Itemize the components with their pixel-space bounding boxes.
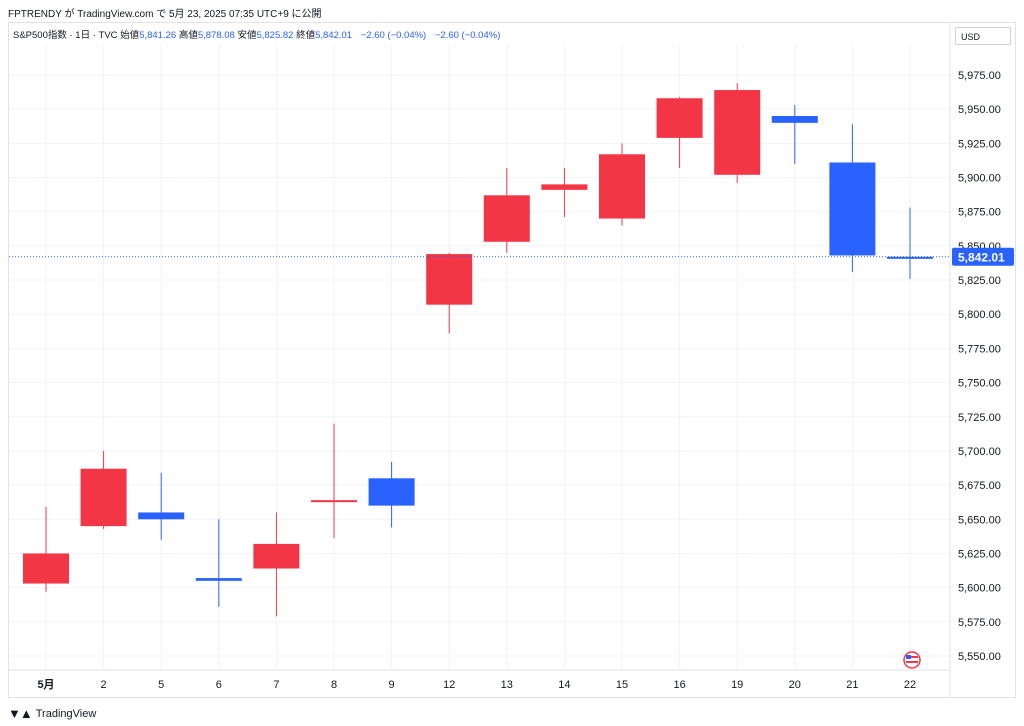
price-tick-label: 5,750.00 [958, 378, 1001, 390]
candle-body [541, 184, 588, 190]
tradingview-logo-icon: ▼▲ [8, 706, 33, 721]
publish-header: FPTRENDY が TradingView.com で 5月 23, 2025… [8, 9, 322, 20]
time-tick-label: 12 [443, 679, 455, 691]
time-tick-label: 2 [101, 679, 107, 691]
us-flag-icon [903, 651, 921, 669]
price-tick-label: 5,825.00 [958, 275, 1001, 287]
candle-body [368, 478, 415, 506]
time-tick-label: 8 [331, 679, 337, 691]
price-tick-label: 5,800.00 [958, 309, 1001, 321]
price-tick-label: 5,675.00 [958, 480, 1001, 492]
candle-body [771, 116, 818, 123]
time-tick-label: 5月 [37, 678, 54, 691]
time-tick-label: 16 [673, 679, 685, 691]
candle-body [138, 512, 185, 520]
candle[interactable] [483, 167, 530, 253]
change-value-2: −2.60 (−0.04%) [434, 30, 501, 41]
price-tick-label: 5,725.00 [958, 412, 1001, 424]
last-price-badge [952, 247, 1014, 266]
time-tick-label: 6 [216, 679, 222, 691]
candle[interactable] [311, 423, 357, 539]
candle[interactable] [253, 512, 300, 617]
symbol-name[interactable]: S&P500指数 · 1日 · TVC [13, 30, 118, 41]
footer-brand-text: TradingView [35, 707, 97, 720]
currency-selector[interactable]: USD [955, 27, 1011, 45]
candle-body [253, 543, 300, 569]
chart-grid [9, 45, 950, 670]
last-price-line: 5,842.01 [9, 247, 1014, 266]
time-tick-label: 13 [501, 679, 513, 691]
price-tick-label: 5,950.00 [958, 104, 1001, 116]
time-tick-label: 7 [273, 679, 279, 691]
price-tick-label: 5,575.00 [958, 617, 1001, 629]
candle[interactable] [23, 506, 69, 592]
price-tick-label: 5,600.00 [958, 583, 1001, 595]
high-label: 高値 [178, 30, 198, 41]
price-axis: 5,975.00 5,950.00 5,925.00 5,900.00 5,875.00… [949, 22, 1001, 698]
price-tick-label: 5,975.00 [958, 70, 1001, 82]
chart-frame [8, 22, 1016, 698]
open-value: 5,841.26 [139, 30, 177, 41]
candles [23, 83, 933, 617]
candle[interactable] [195, 519, 242, 607]
candle-body [887, 256, 933, 259]
candle-body [23, 553, 69, 584]
time-tick-label: 5 [158, 679, 164, 691]
candle-body [80, 468, 127, 527]
candle[interactable] [829, 124, 876, 272]
candle-body [829, 162, 876, 256]
price-tick-label: 5,650.00 [958, 514, 1001, 526]
candle[interactable] [714, 83, 761, 183]
close-label: 終値 [296, 30, 316, 41]
candle[interactable] [541, 167, 588, 218]
price-tick-label: 5,925.00 [958, 138, 1001, 150]
symbol-legend: S&P500指数 · 1日 · TVC 始値5,841.26 高値5,878.0… [13, 27, 500, 41]
candle-body [311, 500, 357, 503]
candle-body [656, 98, 703, 138]
candle[interactable] [426, 252, 473, 334]
time-axis: 5月 2 5 6 7 8 9 12 13 14 15 16 19 20 21 22 [9, 669, 950, 691]
time-tick-label: 20 [789, 679, 801, 691]
candle-body [599, 154, 645, 219]
price-tick-label: 5,875.00 [958, 207, 1001, 219]
price-tick-label: 5,550.00 [958, 651, 1001, 663]
footer-brand[interactable]: ▼▲ TradingView [8, 706, 96, 721]
time-tick-label: 9 [389, 679, 395, 691]
candle-body [195, 578, 242, 581]
time-tick-label: 14 [558, 679, 570, 691]
high-value: 5,878.08 [197, 30, 235, 41]
price-tick-label: 5,625.00 [958, 548, 1001, 560]
price-tick-label: 5,700.00 [958, 446, 1001, 458]
candle[interactable] [599, 143, 645, 226]
low-label: 安値 [237, 30, 257, 41]
price-tick-label: 5,900.00 [958, 173, 1001, 185]
candle[interactable] [138, 472, 185, 540]
candle[interactable] [656, 96, 703, 168]
candle[interactable] [80, 450, 127, 529]
time-tick-label: 15 [616, 679, 628, 691]
change-value: −2.60 (−0.04%) [360, 30, 427, 41]
candle[interactable] [771, 105, 818, 164]
low-value: 5,825.82 [256, 30, 294, 41]
candle[interactable] [368, 461, 415, 528]
close-value: 5,842.01 [315, 30, 353, 41]
candle-body [714, 90, 761, 175]
candle-body [483, 195, 530, 242]
candle-body [426, 254, 473, 305]
time-tick-label: 21 [846, 679, 858, 691]
last-price-label: 5,842.01 [958, 250, 1005, 264]
price-tick-label: 5,775.00 [958, 343, 1001, 355]
time-tick-label: 19 [731, 679, 743, 691]
open-label: 始値 [120, 30, 140, 41]
time-tick-label: 22 [904, 679, 916, 691]
candle[interactable] [887, 207, 933, 279]
